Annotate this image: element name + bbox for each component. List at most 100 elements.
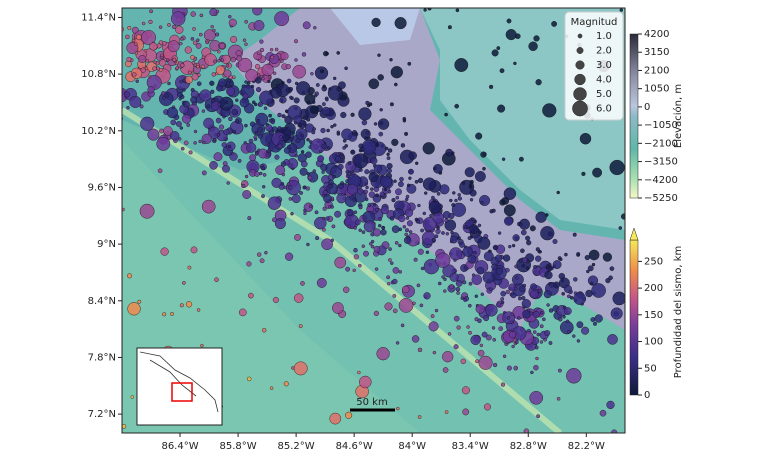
event <box>222 164 230 173</box>
event <box>400 323 405 328</box>
event <box>158 68 163 72</box>
event <box>361 230 366 234</box>
event <box>538 250 542 254</box>
event <box>294 293 304 303</box>
event <box>310 71 314 76</box>
event <box>591 283 606 298</box>
event <box>226 181 230 185</box>
event <box>196 308 201 312</box>
event <box>238 308 247 317</box>
event <box>210 25 214 29</box>
event <box>345 411 353 419</box>
event <box>215 117 222 124</box>
event <box>418 177 424 184</box>
event <box>452 191 456 195</box>
event <box>492 244 499 251</box>
event <box>245 69 259 82</box>
event <box>405 228 410 233</box>
event <box>503 204 516 217</box>
event <box>480 200 484 205</box>
event <box>404 131 409 136</box>
event <box>392 308 398 314</box>
event <box>475 304 485 314</box>
event <box>274 218 286 230</box>
event <box>179 79 183 84</box>
event <box>552 238 558 244</box>
event <box>140 67 146 73</box>
event <box>445 148 453 157</box>
event <box>457 193 461 197</box>
event <box>551 20 557 27</box>
event <box>519 285 526 293</box>
event <box>549 283 555 288</box>
event <box>499 68 505 74</box>
event <box>125 34 130 40</box>
event <box>152 66 157 71</box>
event <box>558 368 562 373</box>
event <box>525 266 530 270</box>
event <box>586 269 590 274</box>
event <box>190 55 195 60</box>
event <box>267 79 271 84</box>
event <box>158 4 161 7</box>
event <box>235 119 239 123</box>
event <box>294 233 301 241</box>
event <box>384 302 393 311</box>
event <box>347 161 352 165</box>
event <box>449 284 455 290</box>
event <box>491 326 496 330</box>
event <box>432 212 444 224</box>
event <box>217 102 221 107</box>
event <box>422 142 435 155</box>
event <box>357 188 364 195</box>
event <box>388 247 392 251</box>
event <box>402 285 410 294</box>
event <box>343 286 350 293</box>
event <box>312 100 316 104</box>
event <box>357 370 361 375</box>
event <box>364 197 369 201</box>
event <box>110 112 117 119</box>
event <box>477 230 482 235</box>
event <box>126 56 132 62</box>
event <box>491 263 498 270</box>
event <box>505 267 510 273</box>
event <box>340 159 345 164</box>
event <box>259 258 265 264</box>
event <box>191 61 196 65</box>
y-tick-label: 7.2°N <box>88 409 116 420</box>
event <box>307 175 313 181</box>
event <box>351 130 358 136</box>
event <box>493 362 498 368</box>
event <box>399 176 404 182</box>
event <box>216 49 221 54</box>
event <box>217 59 221 63</box>
event <box>504 216 514 226</box>
event <box>277 112 282 118</box>
event <box>314 216 327 230</box>
event <box>251 100 256 105</box>
event <box>353 226 357 230</box>
event <box>149 9 154 14</box>
event <box>395 341 400 345</box>
event <box>322 206 327 211</box>
event <box>328 183 334 189</box>
event <box>306 242 310 247</box>
event <box>269 130 275 136</box>
event <box>489 287 493 291</box>
event <box>345 169 350 174</box>
colorbar-tick-label: 1050 <box>644 84 669 95</box>
legend-marker <box>573 87 587 101</box>
event <box>295 128 308 140</box>
event <box>191 73 199 81</box>
event <box>196 38 200 42</box>
event <box>279 98 284 103</box>
event <box>433 163 443 174</box>
event <box>569 295 574 300</box>
event <box>259 171 263 176</box>
event <box>535 356 539 361</box>
event <box>162 41 167 46</box>
event <box>259 39 264 44</box>
event <box>206 104 211 109</box>
event <box>244 19 248 24</box>
